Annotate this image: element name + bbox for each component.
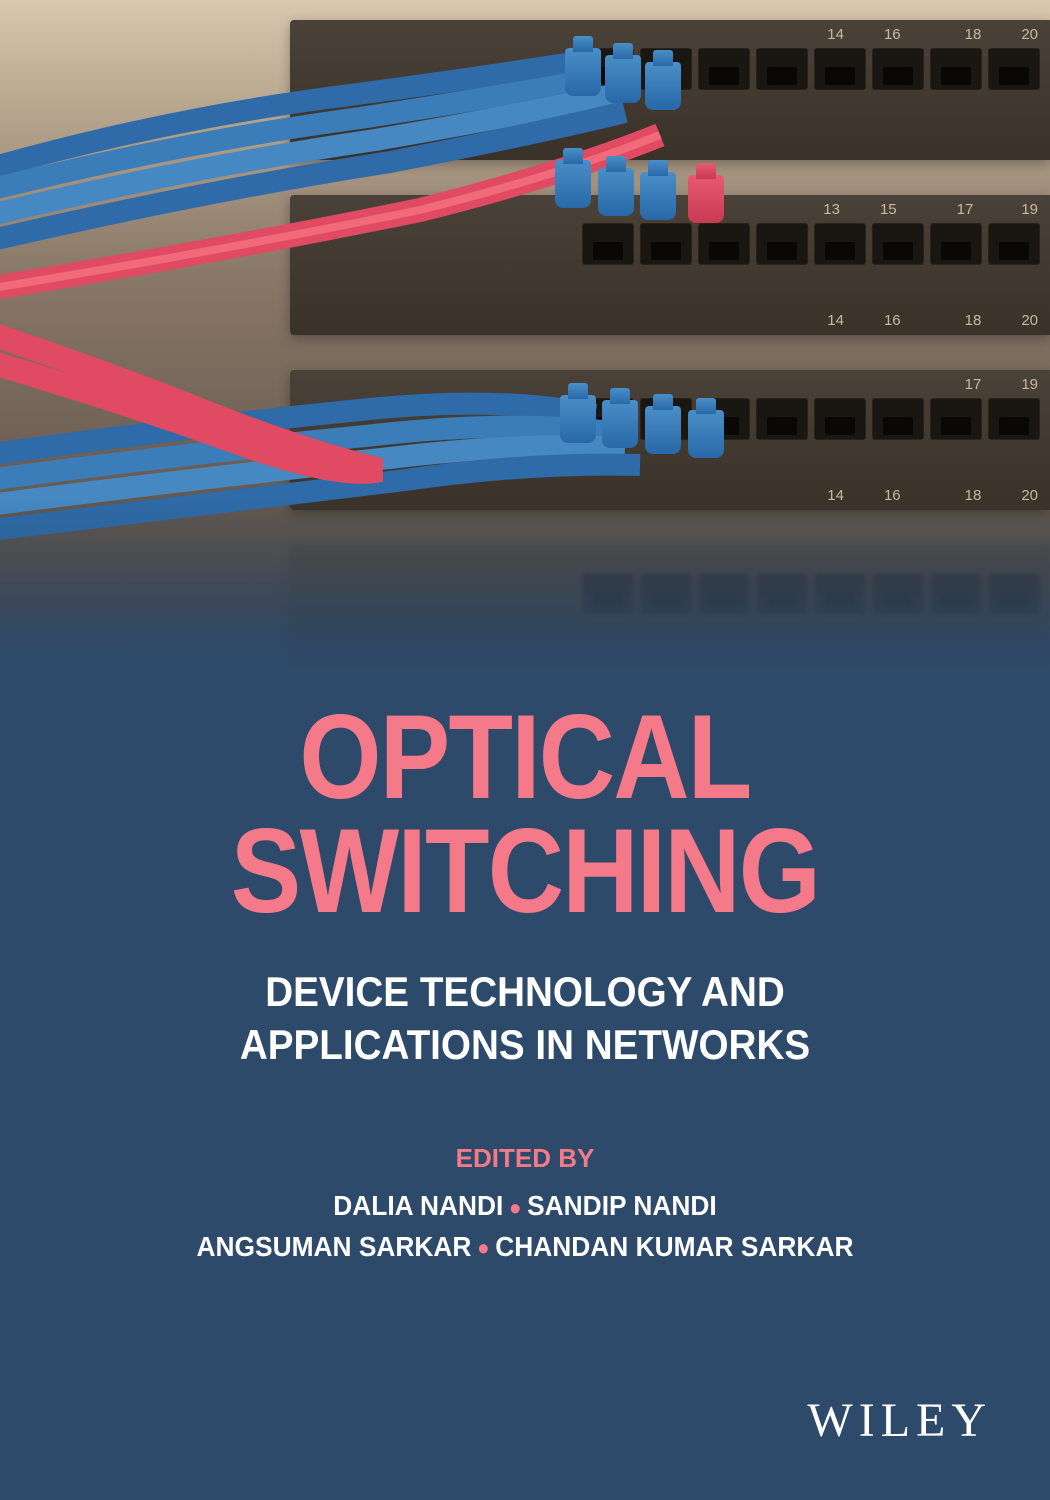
editors-line: DALIA NANDI●SANDIP NANDI (32, 1186, 1019, 1227)
editors-block: DALIA NANDI●SANDIP NANDI ANGSUMAN SARKAR… (32, 1186, 1019, 1267)
publisher-logo: WILEY (807, 1393, 992, 1448)
editor-name: CHANDAN KUMAR SARKAR (495, 1231, 853, 1262)
rj45-connector (640, 172, 676, 220)
editor-name: DALIA NANDI (333, 1190, 503, 1221)
rj45-connector (560, 395, 596, 443)
port-labels: 1719 (725, 376, 1038, 393)
port-labels: 13151719 (823, 201, 1038, 218)
rj45-connector (605, 55, 641, 103)
editor-name: SANDIP NANDI (527, 1190, 717, 1221)
book-title: OPTICAL SWITCHING (63, 700, 987, 928)
rj45-connector (555, 160, 591, 208)
book-subtitle: DEVICE TECHNOLOGY AND APPLICATIONS IN NE… (42, 966, 1008, 1071)
title-line: SWITCHING (63, 814, 987, 928)
book-cover: 14161820 13151719 14161820 1719 (0, 0, 1050, 1500)
photo-fade (0, 500, 1050, 680)
port-labels: 14161820 (827, 26, 1038, 43)
editors-line: ANGSUMAN SARKAR●CHANDAN KUMAR SARKAR (32, 1227, 1019, 1268)
rj45-connector (565, 48, 601, 96)
cover-photo: 14161820 13151719 14161820 1719 (0, 0, 1050, 680)
rj45-connector (688, 410, 724, 458)
editor-name: ANGSUMAN SARKAR (197, 1231, 472, 1262)
rj45-connector (645, 62, 681, 110)
bullet-icon: ● (509, 1195, 521, 1220)
rj45-connector (688, 175, 724, 223)
rj45-connector (602, 400, 638, 448)
rj45-connector (645, 406, 681, 454)
title-line: OPTICAL (63, 700, 987, 814)
subtitle-line: DEVICE TECHNOLOGY AND (42, 966, 1008, 1019)
text-block: OPTICAL SWITCHING DEVICE TECHNOLOGY AND … (0, 700, 1050, 1267)
switch-ports (582, 223, 1040, 265)
subtitle-line: APPLICATIONS IN NETWORKS (42, 1019, 1008, 1072)
bullet-icon: ● (477, 1235, 489, 1260)
rj45-connector (598, 168, 634, 216)
edited-by-label: EDITED BY (0, 1143, 1050, 1174)
port-labels: 14161820 (827, 312, 1038, 329)
